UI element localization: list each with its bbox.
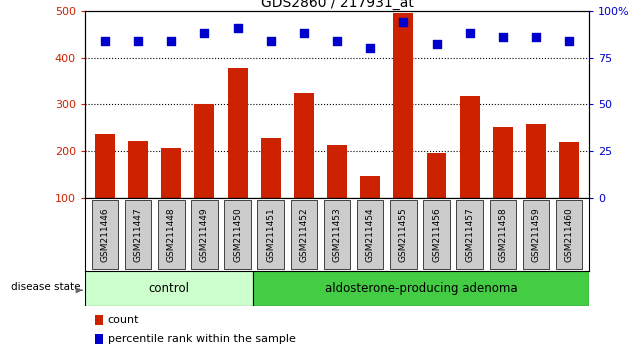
Point xyxy=(365,45,375,51)
Point xyxy=(465,30,475,36)
FancyBboxPatch shape xyxy=(290,200,317,269)
Bar xyxy=(427,153,447,245)
Text: control: control xyxy=(149,282,190,295)
Text: GSM211459: GSM211459 xyxy=(532,207,541,262)
Point xyxy=(332,38,342,44)
FancyBboxPatch shape xyxy=(556,200,582,269)
Bar xyxy=(161,148,181,245)
FancyBboxPatch shape xyxy=(390,200,416,269)
Point xyxy=(133,38,143,44)
Title: GDS2860 / 217931_at: GDS2860 / 217931_at xyxy=(261,0,413,10)
Bar xyxy=(95,133,115,245)
Text: disease state: disease state xyxy=(11,282,81,292)
Bar xyxy=(526,124,546,245)
Bar xyxy=(327,145,347,245)
Text: GSM211446: GSM211446 xyxy=(100,207,110,262)
Bar xyxy=(253,271,589,306)
FancyBboxPatch shape xyxy=(224,200,251,269)
Point xyxy=(232,25,243,30)
Point xyxy=(199,30,209,36)
FancyBboxPatch shape xyxy=(324,200,350,269)
FancyBboxPatch shape xyxy=(191,200,218,269)
FancyBboxPatch shape xyxy=(258,200,284,269)
Bar xyxy=(195,104,214,245)
Point xyxy=(531,34,541,40)
Text: GSM211453: GSM211453 xyxy=(333,207,341,262)
Bar xyxy=(227,68,248,245)
Text: GSM211450: GSM211450 xyxy=(233,207,242,262)
Bar xyxy=(559,142,579,245)
Point xyxy=(166,38,176,44)
FancyBboxPatch shape xyxy=(125,200,151,269)
Point xyxy=(564,38,574,44)
Bar xyxy=(95,315,103,325)
Bar xyxy=(493,127,513,245)
Text: GSM211456: GSM211456 xyxy=(432,207,441,262)
Point xyxy=(299,30,309,36)
Text: GSM211448: GSM211448 xyxy=(167,207,176,262)
Bar xyxy=(393,13,413,245)
Point xyxy=(266,38,276,44)
FancyBboxPatch shape xyxy=(490,200,516,269)
Text: GSM211458: GSM211458 xyxy=(498,207,507,262)
Text: GSM211457: GSM211457 xyxy=(465,207,474,262)
Text: GSM211452: GSM211452 xyxy=(299,207,309,262)
Bar xyxy=(128,141,148,245)
FancyBboxPatch shape xyxy=(423,200,450,269)
FancyBboxPatch shape xyxy=(523,200,549,269)
Text: percentile rank within the sample: percentile rank within the sample xyxy=(108,334,295,344)
FancyBboxPatch shape xyxy=(456,200,483,269)
Bar xyxy=(360,176,380,245)
Bar xyxy=(294,93,314,245)
FancyBboxPatch shape xyxy=(357,200,384,269)
Text: GSM211447: GSM211447 xyxy=(134,207,142,262)
Text: GSM211451: GSM211451 xyxy=(266,207,275,262)
Text: GSM211460: GSM211460 xyxy=(564,207,574,262)
Bar xyxy=(85,271,253,306)
Text: GSM211455: GSM211455 xyxy=(399,207,408,262)
Point xyxy=(498,34,508,40)
Bar xyxy=(261,138,281,245)
Text: count: count xyxy=(108,315,139,325)
Point xyxy=(100,38,110,44)
FancyBboxPatch shape xyxy=(158,200,185,269)
FancyBboxPatch shape xyxy=(92,200,118,269)
Text: aldosterone-producing adenoma: aldosterone-producing adenoma xyxy=(324,282,517,295)
Bar xyxy=(95,334,103,344)
Bar xyxy=(460,96,479,245)
Point xyxy=(398,19,408,25)
Text: GSM211454: GSM211454 xyxy=(365,207,375,262)
Text: GSM211449: GSM211449 xyxy=(200,207,209,262)
Point xyxy=(432,41,442,47)
